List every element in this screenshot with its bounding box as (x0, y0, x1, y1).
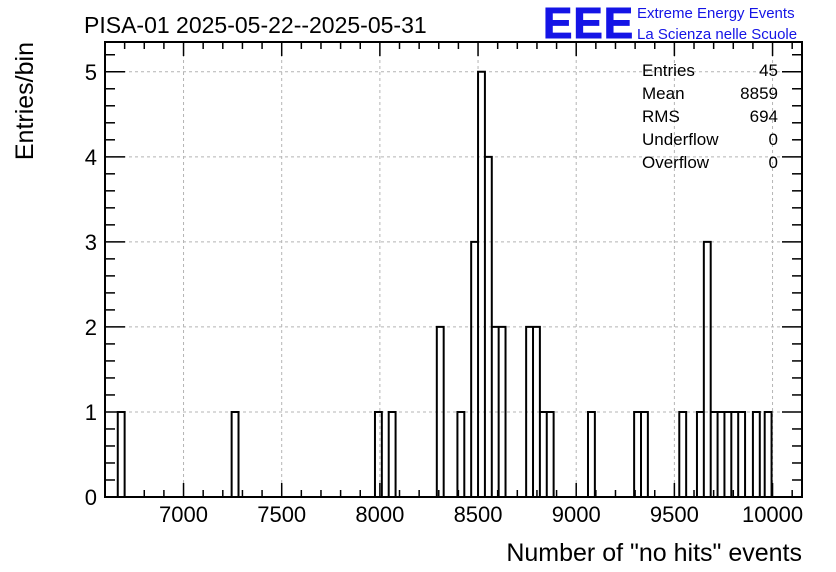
stats-value: 0 (769, 153, 778, 172)
eee-logo: EEE Extreme Energy Events La Scienza nel… (543, 0, 798, 49)
x-tick-label: 10000 (742, 502, 803, 527)
y-axis-title: Entries/bin (11, 42, 39, 160)
stats-label: Entries (642, 61, 695, 80)
x-tick-labels: 7000 7500 8000 8500 9000 9500 10000 (159, 502, 803, 527)
y-tick-label: 1 (85, 400, 97, 425)
x-tick-label: 8500 (454, 502, 503, 527)
x-tick-label: 7500 (257, 502, 306, 527)
eee-logo-mark: EEE (543, 0, 634, 48)
y-tick-label: 0 (85, 485, 97, 510)
y-tick-labels: 0 1 2 3 4 5 (85, 60, 97, 510)
stats-value: 45 (759, 61, 778, 80)
logo-line-1: Extreme Energy Events (637, 5, 795, 22)
x-axis-title: Number of "no hits" events (506, 539, 802, 567)
y-tick-label: 5 (85, 60, 97, 85)
stats-box: Entries 45 Mean 8859 RMS 694 Underflow 0 Overflo… (642, 61, 778, 172)
stats-label: Overflow (642, 153, 710, 172)
stats-label: RMS (642, 107, 680, 126)
y-tick-label: 2 (85, 315, 97, 340)
chart-title: PISA-01 2025-05-22--2025-05-31 (84, 12, 427, 38)
x-tick-label: 9000 (552, 502, 601, 527)
x-tick-label: 7000 (159, 502, 208, 527)
logo-line-2: La Scienza nelle Scuole (637, 26, 797, 43)
x-tick-label: 8000 (355, 502, 404, 527)
stats-value: 694 (750, 107, 778, 126)
stats-label: Underflow (642, 130, 719, 149)
y-tick-label: 3 (85, 230, 97, 255)
stats-label: Mean (642, 84, 685, 103)
y-tick-label: 4 (85, 145, 97, 170)
plot-frame (104, 41, 803, 498)
x-tick-label: 9500 (650, 502, 699, 527)
stats-value: 8859 (740, 84, 778, 103)
stats-value: 0 (769, 130, 778, 149)
axis-ticks (104, 42, 802, 498)
